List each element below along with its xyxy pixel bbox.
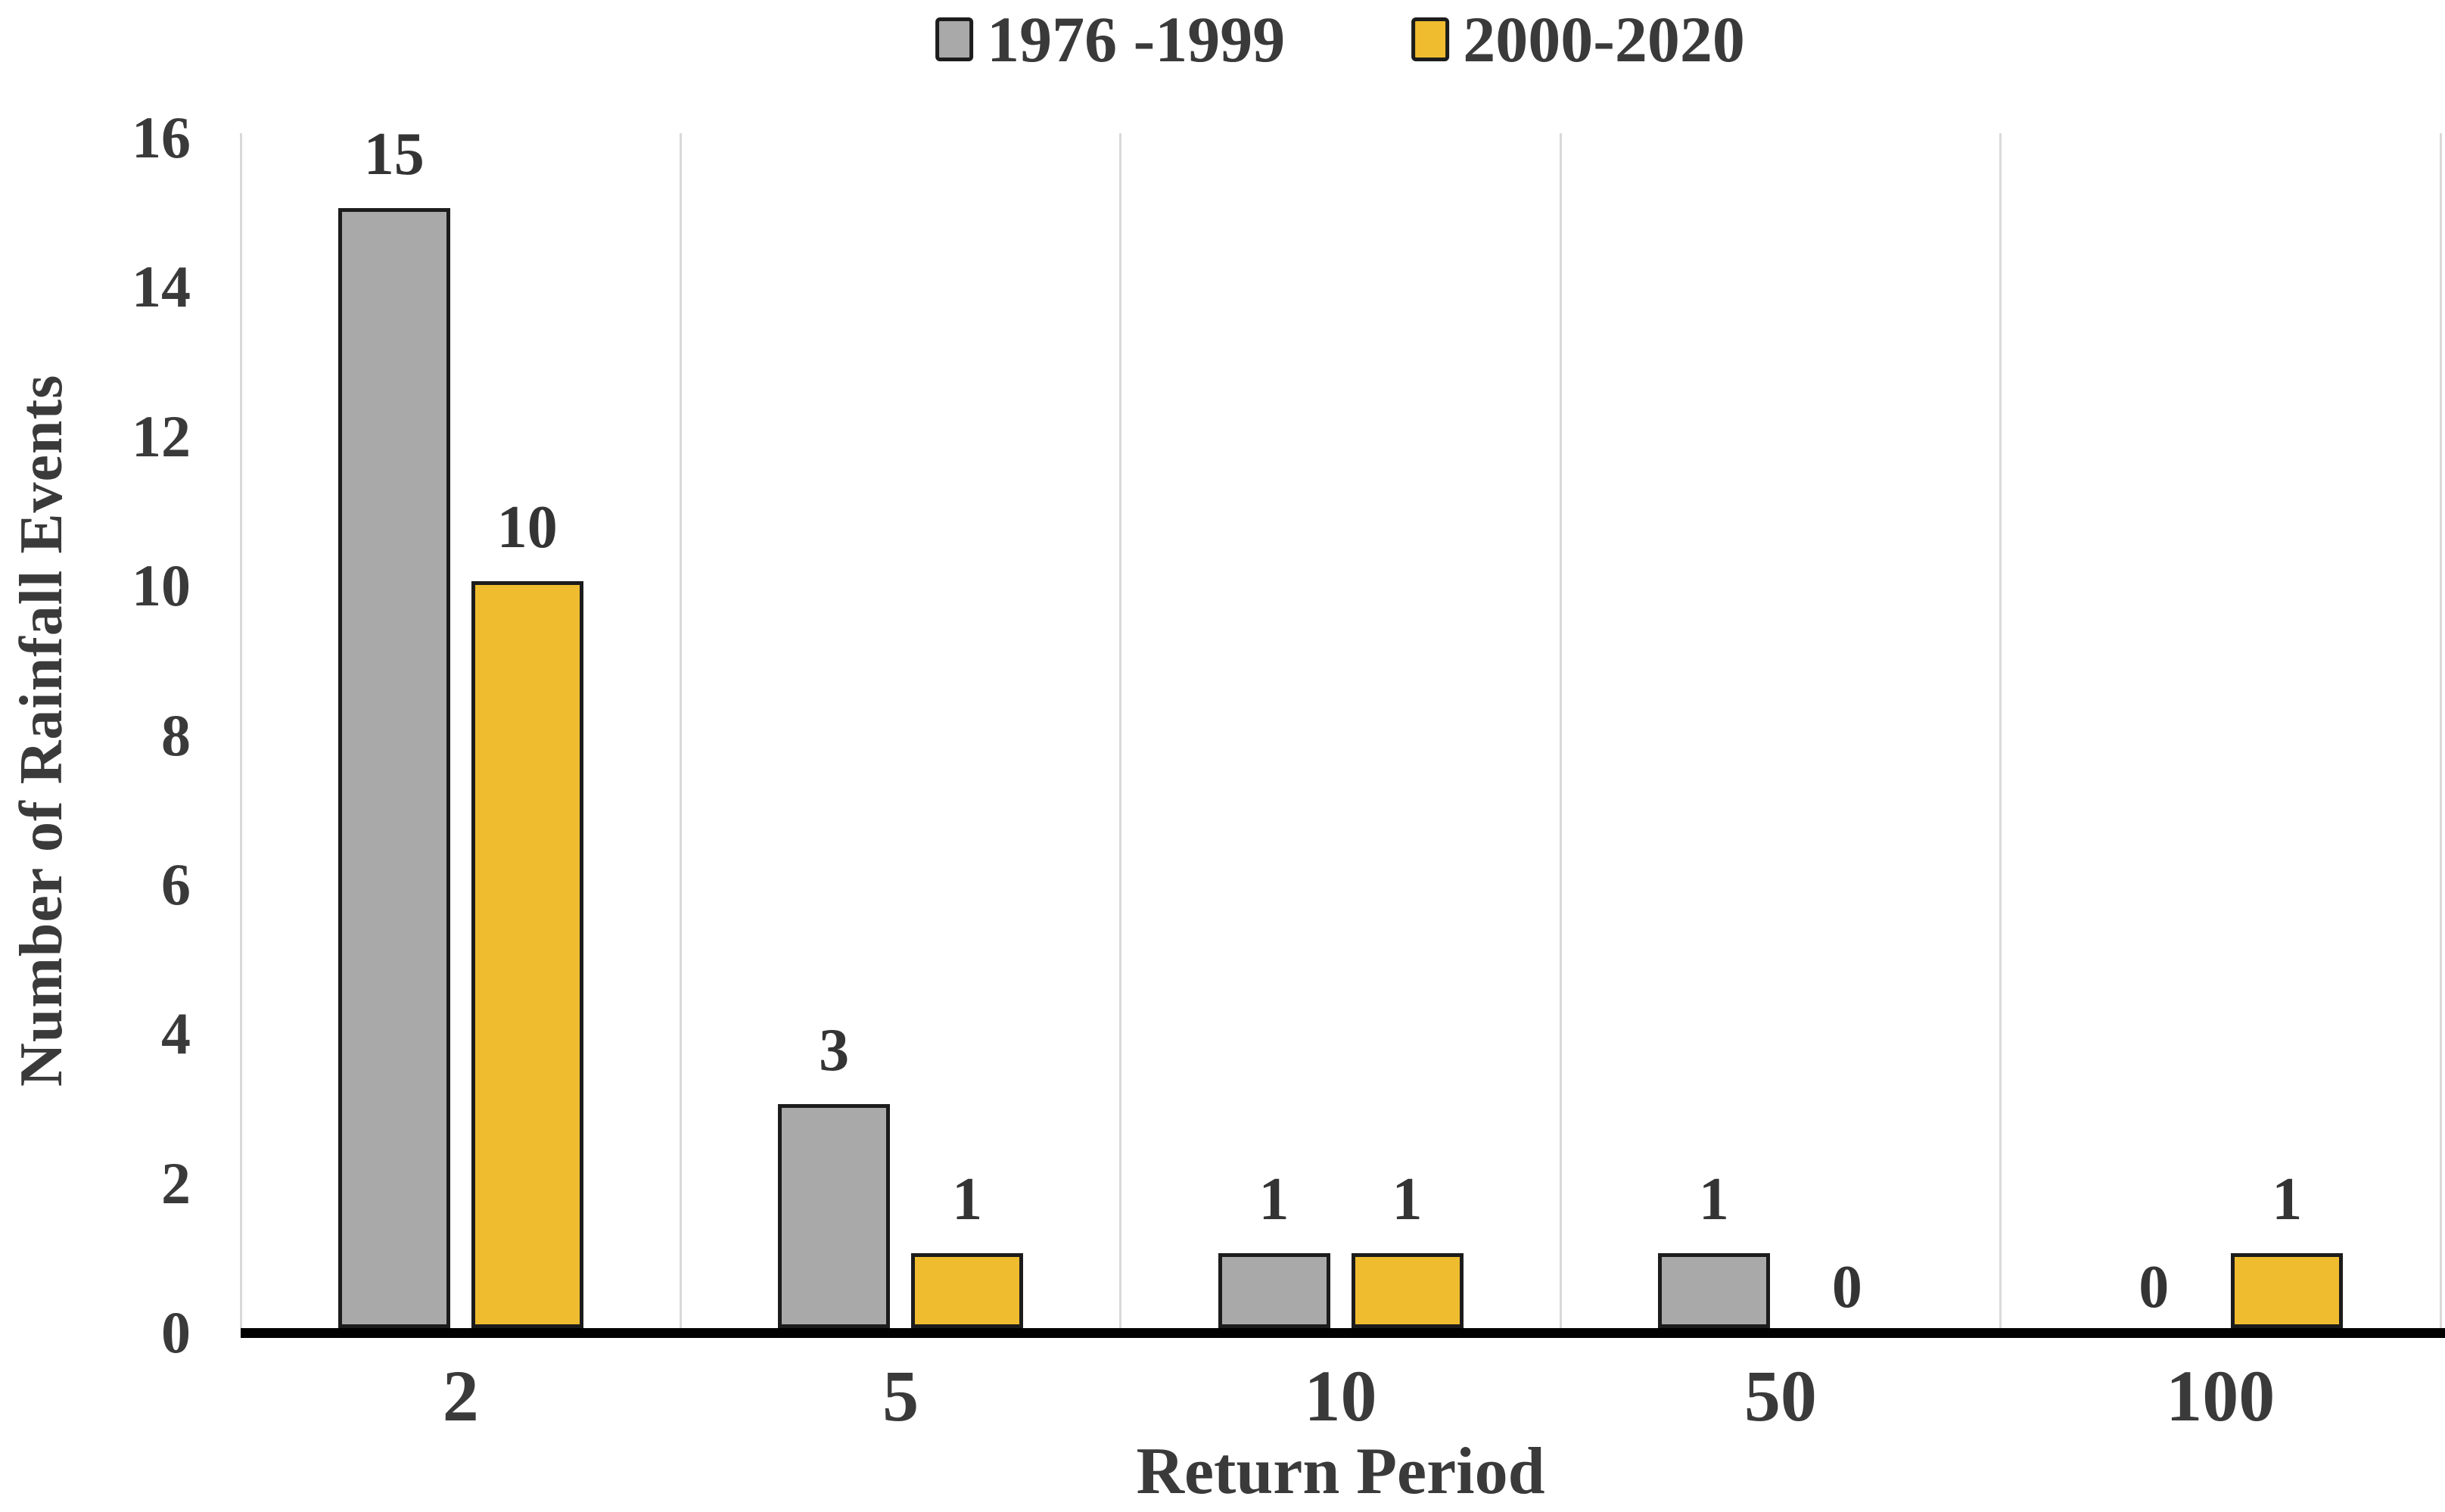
gridline	[1119, 133, 1122, 1328]
bar-value-label: 0	[1831, 1254, 1862, 1321]
bar-value-label: 0	[2139, 1254, 2170, 1321]
bar-series1-cat-10	[1218, 1253, 1330, 1328]
bar-series2-cat-10	[1351, 1253, 1464, 1328]
bar-value-label: 1	[1258, 1166, 1289, 1234]
bar-series1-cat-5	[778, 1103, 891, 1328]
bar-series2-cat-5	[911, 1253, 1024, 1328]
bar-series1-cat-50	[1657, 1253, 1770, 1328]
x-tick-label: 5	[882, 1355, 919, 1436]
legend: 1976 -1999 2000-2020	[935, 5, 1745, 74]
legend-label: 2000-2020	[1463, 3, 1745, 76]
legend-color-swatch	[935, 17, 974, 61]
x-axis-line	[241, 1328, 2445, 1338]
legend-item-first-period: 1976 -1999	[935, 5, 1285, 74]
bar-value-label: 3	[819, 1016, 850, 1084]
x-tick-label: 2	[442, 1355, 479, 1436]
bar-series2-cat-100	[2231, 1253, 2344, 1328]
bar-value-label: 1	[1392, 1166, 1423, 1234]
x-axis-title: Return Period	[1136, 1435, 1545, 1508]
x-tick-label: 10	[1304, 1355, 1377, 1436]
legend-item-second-period: 2000-2020	[1411, 5, 1745, 74]
y-tick-label: 6	[161, 851, 191, 917]
x-tick-label: 50	[1744, 1355, 1817, 1436]
y-tick-label: 12	[132, 403, 191, 469]
y-tick-label: 8	[161, 702, 191, 768]
y-tick-label: 0	[161, 1299, 191, 1365]
gridline	[1999, 133, 2002, 1328]
x-tick-label: 100	[2166, 1355, 2275, 1436]
y-tick-label: 14	[132, 254, 191, 320]
y-tick-label: 4	[161, 1000, 191, 1067]
gridline	[1559, 133, 1562, 1328]
bar-value-label: 1	[952, 1166, 983, 1234]
y-tick-label: 2	[161, 1150, 191, 1216]
legend-color-swatch	[1411, 17, 1450, 61]
bar-value-label: 10	[496, 494, 558, 562]
y-tick-label: 16	[132, 104, 191, 170]
bar-value-label: 1	[2272, 1166, 2303, 1234]
gridline	[239, 133, 242, 1328]
gridline	[679, 133, 682, 1328]
bar-value-label: 1	[1698, 1166, 1729, 1234]
bar-series2-cat-2	[471, 581, 583, 1328]
gridline	[2439, 133, 2442, 1328]
y-tick-label: 10	[132, 552, 191, 619]
bar-series1-cat-2	[338, 207, 450, 1328]
legend-label: 1976 -1999	[987, 3, 1286, 76]
bar-value-label: 15	[363, 120, 425, 188]
